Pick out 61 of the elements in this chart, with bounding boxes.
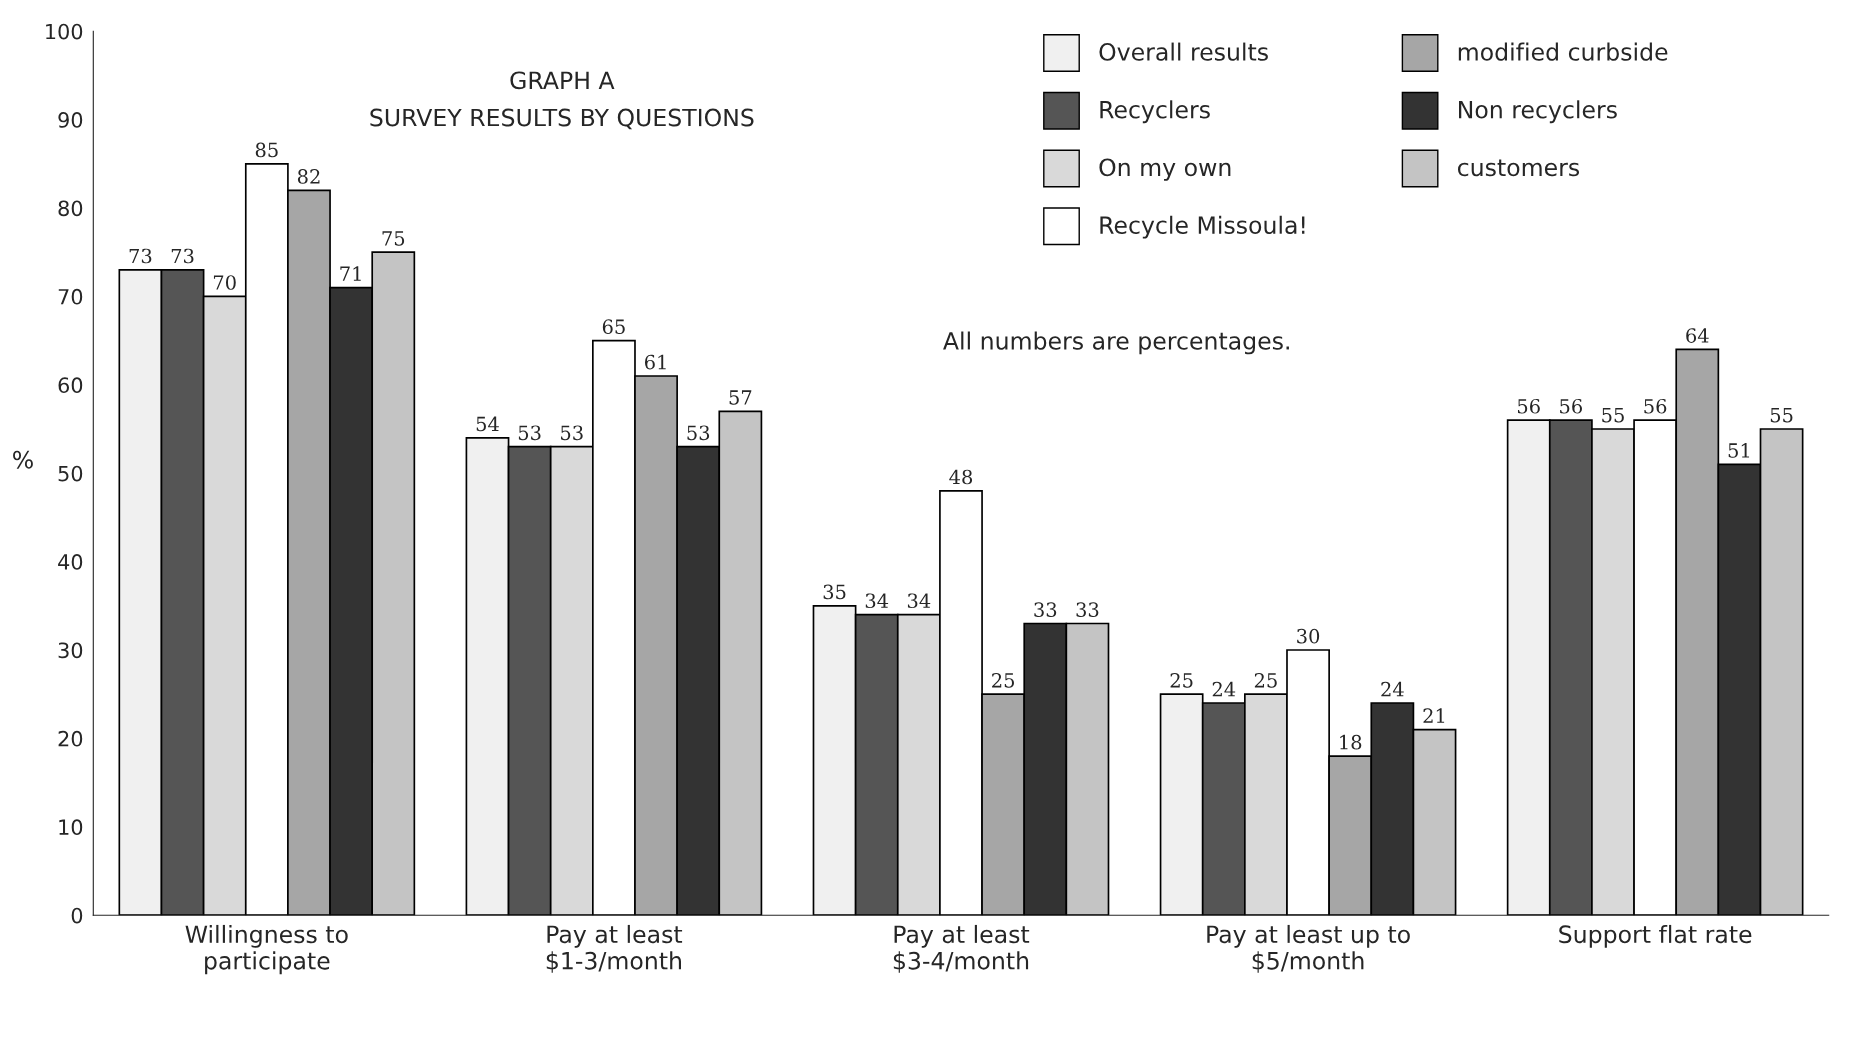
data-label: 54	[476, 416, 499, 432]
data-label: 24	[1212, 681, 1236, 697]
data-label: 55	[1770, 408, 1793, 423]
data-label: 25	[1170, 672, 1193, 688]
y-tick-label: 90	[58, 112, 83, 128]
data-label: 21	[1423, 708, 1445, 723]
y-axis-title: %	[13, 450, 33, 469]
data-label: 70	[213, 275, 236, 290]
data-label: 35	[823, 584, 846, 600]
legend-label: Overall results	[1099, 42, 1268, 61]
y-tick-label: 10	[59, 819, 83, 836]
x-tick-label: Pay at least up to $5/month	[1207, 924, 1410, 973]
y-tick-label: 20	[58, 730, 83, 747]
y-tick-label: 100	[46, 23, 83, 40]
y-tick-label: 50	[58, 465, 83, 482]
legend-label: modified curbside	[1458, 42, 1668, 61]
data-label: 51	[1728, 443, 1750, 458]
legend-label: Recycle Missoula!	[1100, 215, 1305, 239]
y-tick-label: 60	[58, 377, 83, 394]
annotation: All numbers are percentages.	[943, 331, 1289, 355]
legend-label: customers	[1458, 159, 1580, 177]
data-label: 25	[1254, 672, 1277, 688]
data-label: 48	[949, 469, 973, 485]
data-label: 64	[1686, 328, 1709, 343]
data-label: 25	[992, 672, 1015, 688]
data-label: 71	[340, 266, 361, 281]
data-label: 82	[297, 169, 320, 184]
x-tick-label: Support flat rate	[1559, 924, 1752, 948]
x-tick-label: Pay at least $1-3/month	[546, 924, 683, 973]
data-label: 18	[1340, 734, 1362, 750]
data-label: 56	[1517, 398, 1540, 414]
legend-label: Recyclers	[1100, 100, 1210, 124]
data-label: 57	[729, 390, 752, 405]
y-tick-label: 70	[58, 288, 83, 305]
y-tick-label: 30	[58, 642, 83, 659]
x-tick-label: Pay at least $3-4/month	[893, 924, 1030, 973]
data-label: 53	[561, 425, 583, 441]
data-label: 85	[255, 142, 278, 158]
y-tick-label: 80	[58, 200, 83, 217]
data-label: 56	[1560, 398, 1582, 414]
data-label: 33	[1076, 602, 1099, 617]
data-label: 73	[129, 248, 152, 264]
data-label: 73	[171, 248, 194, 264]
data-label: 53	[518, 425, 541, 441]
x-tick-label: Willingness to participate	[185, 924, 348, 975]
data-label: 53	[687, 425, 710, 441]
data-label: 55	[1602, 408, 1624, 423]
data-label: 34	[865, 593, 889, 609]
legend-label: Non recyclers	[1459, 100, 1617, 124]
data-label: 65	[602, 319, 625, 335]
data-label: 30	[1297, 628, 1320, 644]
text: GRAPH A SURVEY RESULTS BY QUESTIONS	[370, 71, 754, 130]
data-label: 34	[907, 593, 931, 609]
y-tick-label: 0	[71, 907, 83, 924]
y-tick-label: 40	[58, 554, 83, 570]
data-label: 61	[644, 354, 666, 370]
legend-label: On my own	[1099, 158, 1231, 181]
data-label: 33	[1034, 602, 1057, 617]
data-label: 56	[1644, 398, 1667, 414]
data-label: 75	[382, 231, 405, 246]
data-label: 24	[1381, 681, 1404, 697]
